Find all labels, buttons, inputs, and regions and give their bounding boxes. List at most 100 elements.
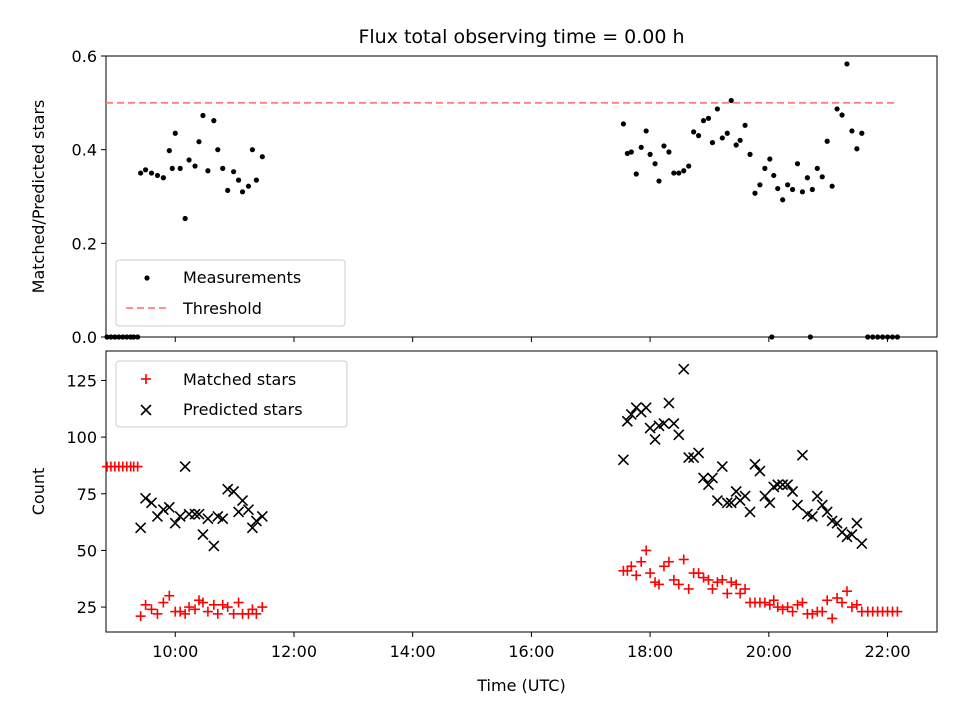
x-tick-label: 22:00: [864, 642, 910, 661]
data-point-x: [625, 408, 637, 421]
data-point-x: [749, 458, 761, 470]
data-point-x: [678, 363, 690, 375]
x-stroke-b: [250, 515, 262, 527]
x-stroke-b: [711, 494, 723, 507]
data-point-plus: [792, 599, 803, 610]
x-stroke-b: [683, 451, 695, 464]
data-point: [819, 174, 825, 180]
data-point-plus: [673, 579, 684, 590]
data-point: [154, 172, 161, 179]
x-stroke-b: [212, 510, 224, 522]
data-point-plus: [817, 606, 828, 617]
data-point-x: [193, 508, 205, 520]
x-tick-label: 10:00: [152, 642, 198, 661]
data-point: [172, 130, 178, 136]
data-point: [259, 154, 265, 160]
x-stroke-b: [831, 517, 843, 529]
data-point-x: [786, 485, 799, 498]
data-point: [253, 177, 259, 183]
legend: Measurements Threshold: [115, 259, 346, 327]
x-stroke-b: [625, 408, 637, 421]
legend-box: [115, 259, 346, 327]
x-stroke-b: [246, 522, 258, 534]
data-point: [700, 118, 707, 124]
y-tick-label: 125: [66, 371, 97, 390]
data-point: [870, 334, 876, 340]
data-point-plus: [228, 608, 239, 619]
x-stroke-b: [217, 513, 229, 525]
data-point-x: [232, 506, 245, 518]
data-point: [809, 186, 815, 193]
data-point: [624, 150, 630, 157]
data-point: [724, 130, 730, 136]
data-point: [894, 334, 901, 340]
data-point-plus: [135, 611, 146, 622]
data-point-plus: [797, 597, 808, 608]
data-point: [235, 177, 242, 183]
data-point: [239, 189, 246, 195]
data-point-plus: [636, 556, 647, 567]
x-stroke-b: [749, 458, 761, 470]
data-point: [196, 139, 202, 145]
data-point-x: [739, 490, 751, 502]
data-point: [849, 128, 855, 134]
data-point-plus: [132, 461, 143, 472]
data-point-plus: [731, 579, 742, 590]
data-point: [200, 112, 206, 119]
x-stroke-b: [764, 497, 776, 509]
data-point-x: [816, 499, 828, 511]
data-point-x: [169, 517, 181, 529]
legend-box: [115, 360, 348, 428]
data-point-plus: [668, 574, 679, 585]
data-point-plus: [698, 572, 709, 583]
data-point-x: [856, 538, 868, 550]
data-point: [120, 334, 126, 340]
data-point-plus: [807, 608, 818, 619]
data-point: [192, 163, 198, 169]
data-point-x: [821, 506, 833, 518]
legend-label-matched: Matched stars: [183, 370, 296, 389]
data-point-plus: [683, 583, 694, 594]
data-point: [245, 183, 252, 189]
legend: Matched stars Predicted stars: [115, 360, 348, 428]
x-stroke-b: [193, 508, 205, 520]
data-point: [709, 140, 716, 146]
data-marks: [101, 363, 903, 624]
data-point: [884, 334, 891, 340]
data-point: [138, 170, 144, 176]
x-stroke-b: [621, 415, 633, 427]
data-point-plus: [251, 608, 262, 619]
y-axis-label: Count: [29, 468, 48, 516]
data-point: [785, 182, 791, 188]
data-point: [647, 151, 653, 157]
data-point-plus: [140, 599, 151, 610]
data-point: [104, 334, 110, 340]
data-point-plus: [190, 604, 201, 615]
data-point-x: [179, 461, 191, 473]
x-stroke-b: [721, 497, 733, 509]
legend-label-predicted: Predicted stars: [183, 400, 303, 419]
data-point-plus: [208, 599, 219, 610]
data-point: [182, 215, 188, 222]
data-point-x: [246, 522, 258, 534]
data-point: [691, 129, 697, 135]
x-stroke-b: [140, 492, 152, 504]
x-stroke-b: [730, 485, 742, 498]
data-point: [652, 161, 658, 167]
data-point-x: [250, 515, 262, 527]
x-stroke-b: [140, 404, 152, 416]
data-point-x: [754, 465, 766, 477]
data-point: [747, 151, 753, 157]
data-point: [839, 112, 845, 118]
data-point-plus: [180, 608, 191, 619]
x-stroke-b: [236, 494, 249, 507]
data-point-x: [140, 492, 152, 504]
data-point-x: [711, 494, 723, 507]
x-stroke-b: [697, 472, 710, 484]
data-point: [169, 165, 175, 171]
data-point: [889, 334, 896, 340]
data-point: [124, 334, 130, 340]
data-point-x: [649, 433, 661, 445]
data-point-x: [851, 517, 863, 529]
